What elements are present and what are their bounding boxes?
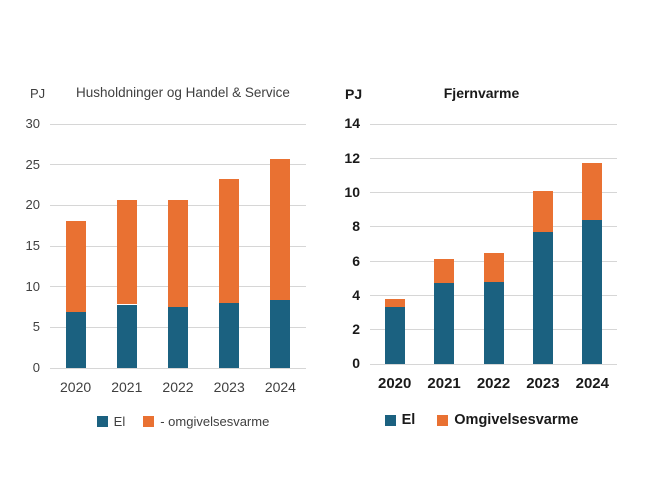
bar-segment-el — [582, 220, 603, 364]
bar-segment-omgivelsesvarme — [168, 199, 188, 307]
x-axis-tick-label: 2020 — [378, 375, 412, 392]
gridline — [370, 363, 617, 365]
y-axis-tick-label: 6 — [352, 252, 360, 269]
legend-item: - omgivelsesvarme — [143, 414, 269, 429]
gridline — [370, 157, 617, 159]
gridline — [370, 192, 617, 194]
bar-segment-el — [219, 302, 240, 368]
legend-label: Omgivelsesvarme — [454, 412, 579, 428]
y-axis-tick-label: 10 — [25, 278, 40, 294]
chart-title: Fjernvarme — [443, 85, 520, 101]
y-axis-tick-label: 30 — [25, 115, 40, 131]
y-axis-unit-label: PJ — [30, 86, 46, 101]
bar-segment-omgivelsesvarme — [434, 259, 455, 284]
legend-item: El — [384, 412, 416, 428]
bar-segment-el — [483, 281, 504, 364]
bar-segment-el — [270, 299, 291, 368]
bar-segment-el — [532, 232, 553, 364]
gridline — [370, 226, 617, 228]
gridline — [50, 164, 306, 166]
x-axis-tick-label: 2024 — [575, 375, 609, 392]
bar-segment-el — [384, 307, 405, 364]
bar-segment-omgivelsesvarme — [483, 252, 504, 282]
legend-swatch-icon — [437, 414, 449, 426]
legend: El - omgivelsesvarme — [55, 414, 311, 429]
legend-label: El — [401, 412, 416, 428]
chart-husholdninger-og-handel-service: PJ Husholdninger og Handel & Service 0 5 10 1… — [0, 80, 330, 455]
legend-swatch-icon — [96, 416, 108, 427]
y-axis-tick-label: 0 — [32, 359, 40, 375]
bar-segment-omgivelsesvarme — [582, 163, 603, 220]
y-axis-tick-label: 2 — [352, 321, 360, 337]
x-axis-tick-label: 2021 — [427, 375, 461, 392]
gridline — [50, 123, 306, 125]
gridline — [50, 367, 306, 369]
bar-segment-omgivelsesvarme — [384, 298, 405, 308]
bar-segment-omgivelsesvarme — [532, 190, 553, 232]
chart-title-row: Fjernvarme — [358, 85, 605, 101]
bar-segment-omgivelsesvarme — [219, 178, 240, 303]
bar-segment-el — [65, 311, 86, 368]
legend-item: Omgivelsesvarme — [437, 412, 578, 428]
legend-item: El — [96, 414, 126, 429]
x-axis-tick-label: 2022 — [476, 375, 511, 392]
y-axis-tick-label: 20 — [25, 197, 40, 213]
y-axis-tick-label: 15 — [25, 237, 40, 253]
bar-segment-el — [434, 283, 455, 364]
bar-segment-omgivelsesvarme — [116, 199, 137, 305]
y-axis-tick-label: 25 — [25, 156, 40, 172]
chart-title-row: Husholdninger og Handel & Service — [55, 85, 311, 100]
y-axis-tick-label: 0 — [352, 355, 360, 372]
x-axis-tick-label: 2024 — [264, 379, 296, 395]
y-axis-tick-label: 12 — [344, 149, 360, 166]
gridline — [370, 123, 617, 125]
legend-swatch-icon — [384, 414, 396, 426]
legend-label: El — [113, 414, 126, 429]
legend-swatch-icon — [143, 416, 155, 427]
x-axis-tick-label: 2021 — [111, 379, 143, 395]
x-axis-tick-label: 2023 — [213, 379, 245, 395]
y-axis-tick-label: 4 — [352, 286, 360, 303]
bar-segment-el — [168, 307, 188, 368]
x-axis-tick-label: 2023 — [526, 375, 560, 392]
x-axis-tick-label: 2020 — [60, 379, 92, 395]
y-axis-tick-label: 5 — [32, 319, 40, 335]
x-axis-tick-label: 2022 — [162, 379, 194, 395]
bar-segment-omgivelsesvarme — [65, 220, 86, 312]
bar-segment-omgivelsesvarme — [270, 159, 291, 300]
chart-title: Husholdninger og Handel & Service — [76, 85, 290, 100]
legend-label: - omgivelsesvarme — [160, 414, 270, 429]
chart-fjernvarme: PJ Fjernvarme 0 2 4 6 8 10 12 14 2020 2021 2022 2023 2… — [330, 80, 650, 455]
y-axis-tick-label: 10 — [344, 183, 360, 200]
y-axis-tick-label: 8 — [352, 218, 360, 235]
legend: El Omgivelsesvarme — [358, 412, 605, 428]
bar-segment-el — [116, 304, 137, 368]
y-axis-unit-label: PJ — [345, 86, 363, 102]
y-axis-tick-label: 14 — [344, 115, 360, 132]
